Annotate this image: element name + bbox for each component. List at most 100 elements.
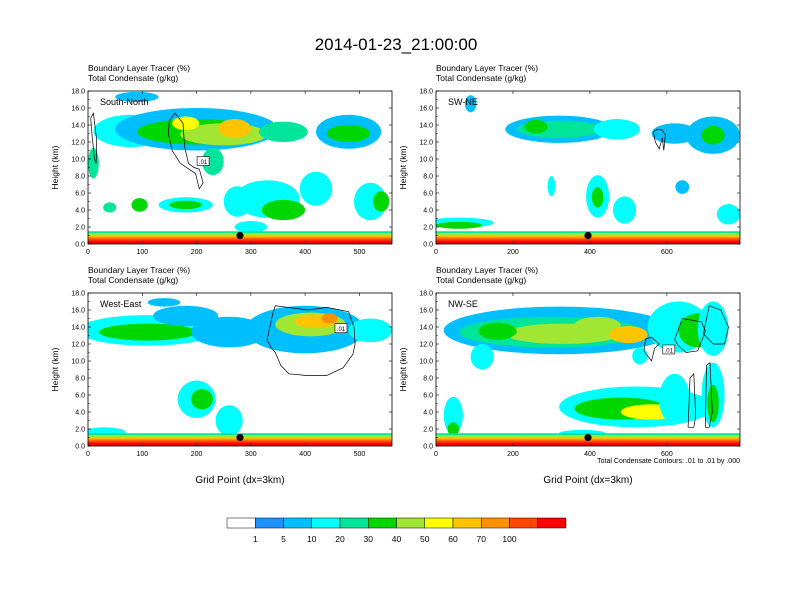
- colorbar-label: 5: [281, 534, 286, 544]
- tracer-region: [574, 316, 621, 334]
- y-tick-label: 16.0: [419, 308, 433, 315]
- panel-label-tracer: Boundary Layer Tracer (%): [436, 63, 538, 73]
- tracer-region: [675, 180, 690, 194]
- x-tick-label: 300: [245, 249, 257, 256]
- x-tick-label: 400: [584, 451, 596, 458]
- tracer-region: [373, 191, 390, 212]
- x-tick-label: 400: [299, 451, 311, 458]
- colorbar-swatch: [283, 517, 312, 529]
- condensate-field: [436, 91, 740, 244]
- plot-background: [436, 91, 740, 244]
- tracer-region: [524, 119, 548, 134]
- colorbar-label: 70: [477, 534, 487, 544]
- tracer-region: [299, 171, 333, 206]
- y-axis-label: Height (km): [398, 347, 408, 391]
- tracer-region: [707, 384, 719, 423]
- y-tick-label: 12.0: [419, 342, 433, 349]
- colorbar-label: 40: [392, 534, 402, 544]
- condensate-contour: [653, 128, 666, 151]
- contour-label-box: [196, 156, 210, 166]
- y-tick-label: 16.0: [419, 106, 433, 113]
- colorbar-swatch: [481, 517, 510, 529]
- tracer-region: [103, 202, 117, 213]
- y-tick-label: 10.0: [71, 359, 85, 366]
- panel-label-tracer: Boundary Layer Tracer (%): [88, 63, 190, 73]
- x-tick-label: 0: [434, 451, 438, 458]
- tracer-region: [321, 313, 338, 324]
- tracer-region: [697, 301, 729, 356]
- tracer-region: [326, 125, 371, 142]
- location-marker: [584, 231, 592, 240]
- colorbar-label: 100: [502, 534, 516, 544]
- condensate-contour: [703, 305, 729, 345]
- colorbar-swatch: [509, 517, 538, 529]
- colorbar-swatch: [339, 517, 369, 529]
- condensate-contour: [674, 318, 706, 353]
- tracer-region: [609, 326, 648, 344]
- surface-layer: [88, 240, 392, 244]
- location-marker: [236, 433, 244, 442]
- y-tick-label: 2.0: [75, 427, 85, 434]
- x-tick-label: 300: [245, 451, 257, 458]
- x-tick-label: 100: [136, 249, 148, 256]
- panel-name: NW-SE: [448, 299, 478, 309]
- y-tick-label: 6.0: [75, 393, 85, 400]
- condensate-contour: [643, 336, 660, 362]
- y-tick-label: 8.0: [75, 174, 85, 181]
- y-tick-label: 16.0: [71, 106, 85, 113]
- panel-label-tracer: Boundary Layer Tracer (%): [88, 265, 190, 275]
- y-tick-label: 10.0: [419, 359, 433, 366]
- y-tick-label: 4.0: [75, 208, 85, 215]
- condensate-field: .01: [436, 293, 740, 446]
- contour-label: .01: [199, 160, 208, 166]
- y-tick-label: 4.0: [75, 410, 85, 417]
- tracer-region: [169, 200, 202, 210]
- tracer-region: [470, 344, 494, 370]
- x-tick-label: 0: [86, 249, 90, 256]
- colorbar-label: 20: [335, 534, 345, 544]
- x-tick-label: 500: [354, 249, 366, 256]
- panel-label-condensate: Total Condensate (g/kg): [436, 73, 526, 83]
- panel-label-condensate: Total Condensate (g/kg): [436, 275, 526, 285]
- tracer-region: [191, 389, 213, 410]
- tracer-region: [98, 323, 197, 341]
- y-tick-label: 12.0: [71, 342, 85, 349]
- y-tick-label: 0.0: [423, 444, 433, 451]
- tracer-region: [153, 305, 219, 327]
- colorbar-label: 50: [420, 534, 430, 544]
- x-tick-label: 500: [354, 451, 366, 458]
- y-tick-label: 2.0: [75, 225, 85, 232]
- panel-nw-se: .01 NW-SE Boundary Layer Tracer (%)Total C…: [398, 265, 741, 458]
- colorbar-swatch: [226, 517, 256, 529]
- colorbar-label: 60: [448, 534, 458, 544]
- panel-label-condensate: Total Condensate (g/kg): [88, 275, 178, 285]
- y-tick-label: 4.0: [423, 208, 433, 215]
- tracer-region: [131, 198, 148, 212]
- condensate-contour: [90, 111, 98, 164]
- colorbar-label: 30: [364, 534, 374, 544]
- panel-west-east: .01 West-East Boundary Layer Tracer (%)Tot…: [50, 265, 393, 458]
- y-tick-label: 12.0: [419, 140, 433, 147]
- x-tick-label: 200: [507, 249, 519, 256]
- contour-note: Total Condensate Contours: .01 to .01 by…: [597, 458, 740, 465]
- condensate-contour: [167, 112, 204, 190]
- y-tick-label: 6.0: [423, 393, 433, 400]
- condensate-contour: [705, 362, 713, 428]
- x-axis-label-left: Grid Point (dx=3km): [195, 475, 284, 486]
- panel-label-tracer: Boundary Layer Tracer (%): [436, 265, 538, 275]
- tracer-region: [215, 405, 243, 436]
- panel-name: West-East: [100, 299, 142, 309]
- panel-south-north: .01 South-North Boundary Layer Tracer (%)T…: [50, 63, 393, 256]
- tracer-region: [218, 119, 251, 138]
- y-tick-label: 14.0: [419, 123, 433, 130]
- y-tick-label: 2.0: [423, 427, 433, 434]
- location-marker: [236, 231, 244, 240]
- y-tick-label: 8.0: [423, 376, 433, 383]
- colorbar-swatch: [537, 517, 567, 529]
- figure-title: 2014-01-23_21:00:00: [315, 35, 478, 54]
- colorbar-swatch: [424, 517, 454, 529]
- surface-layer: [436, 240, 740, 244]
- y-axis-label: Height (km): [50, 347, 60, 391]
- y-tick-label: 18.0: [419, 291, 433, 298]
- y-tick-label: 6.0: [423, 191, 433, 198]
